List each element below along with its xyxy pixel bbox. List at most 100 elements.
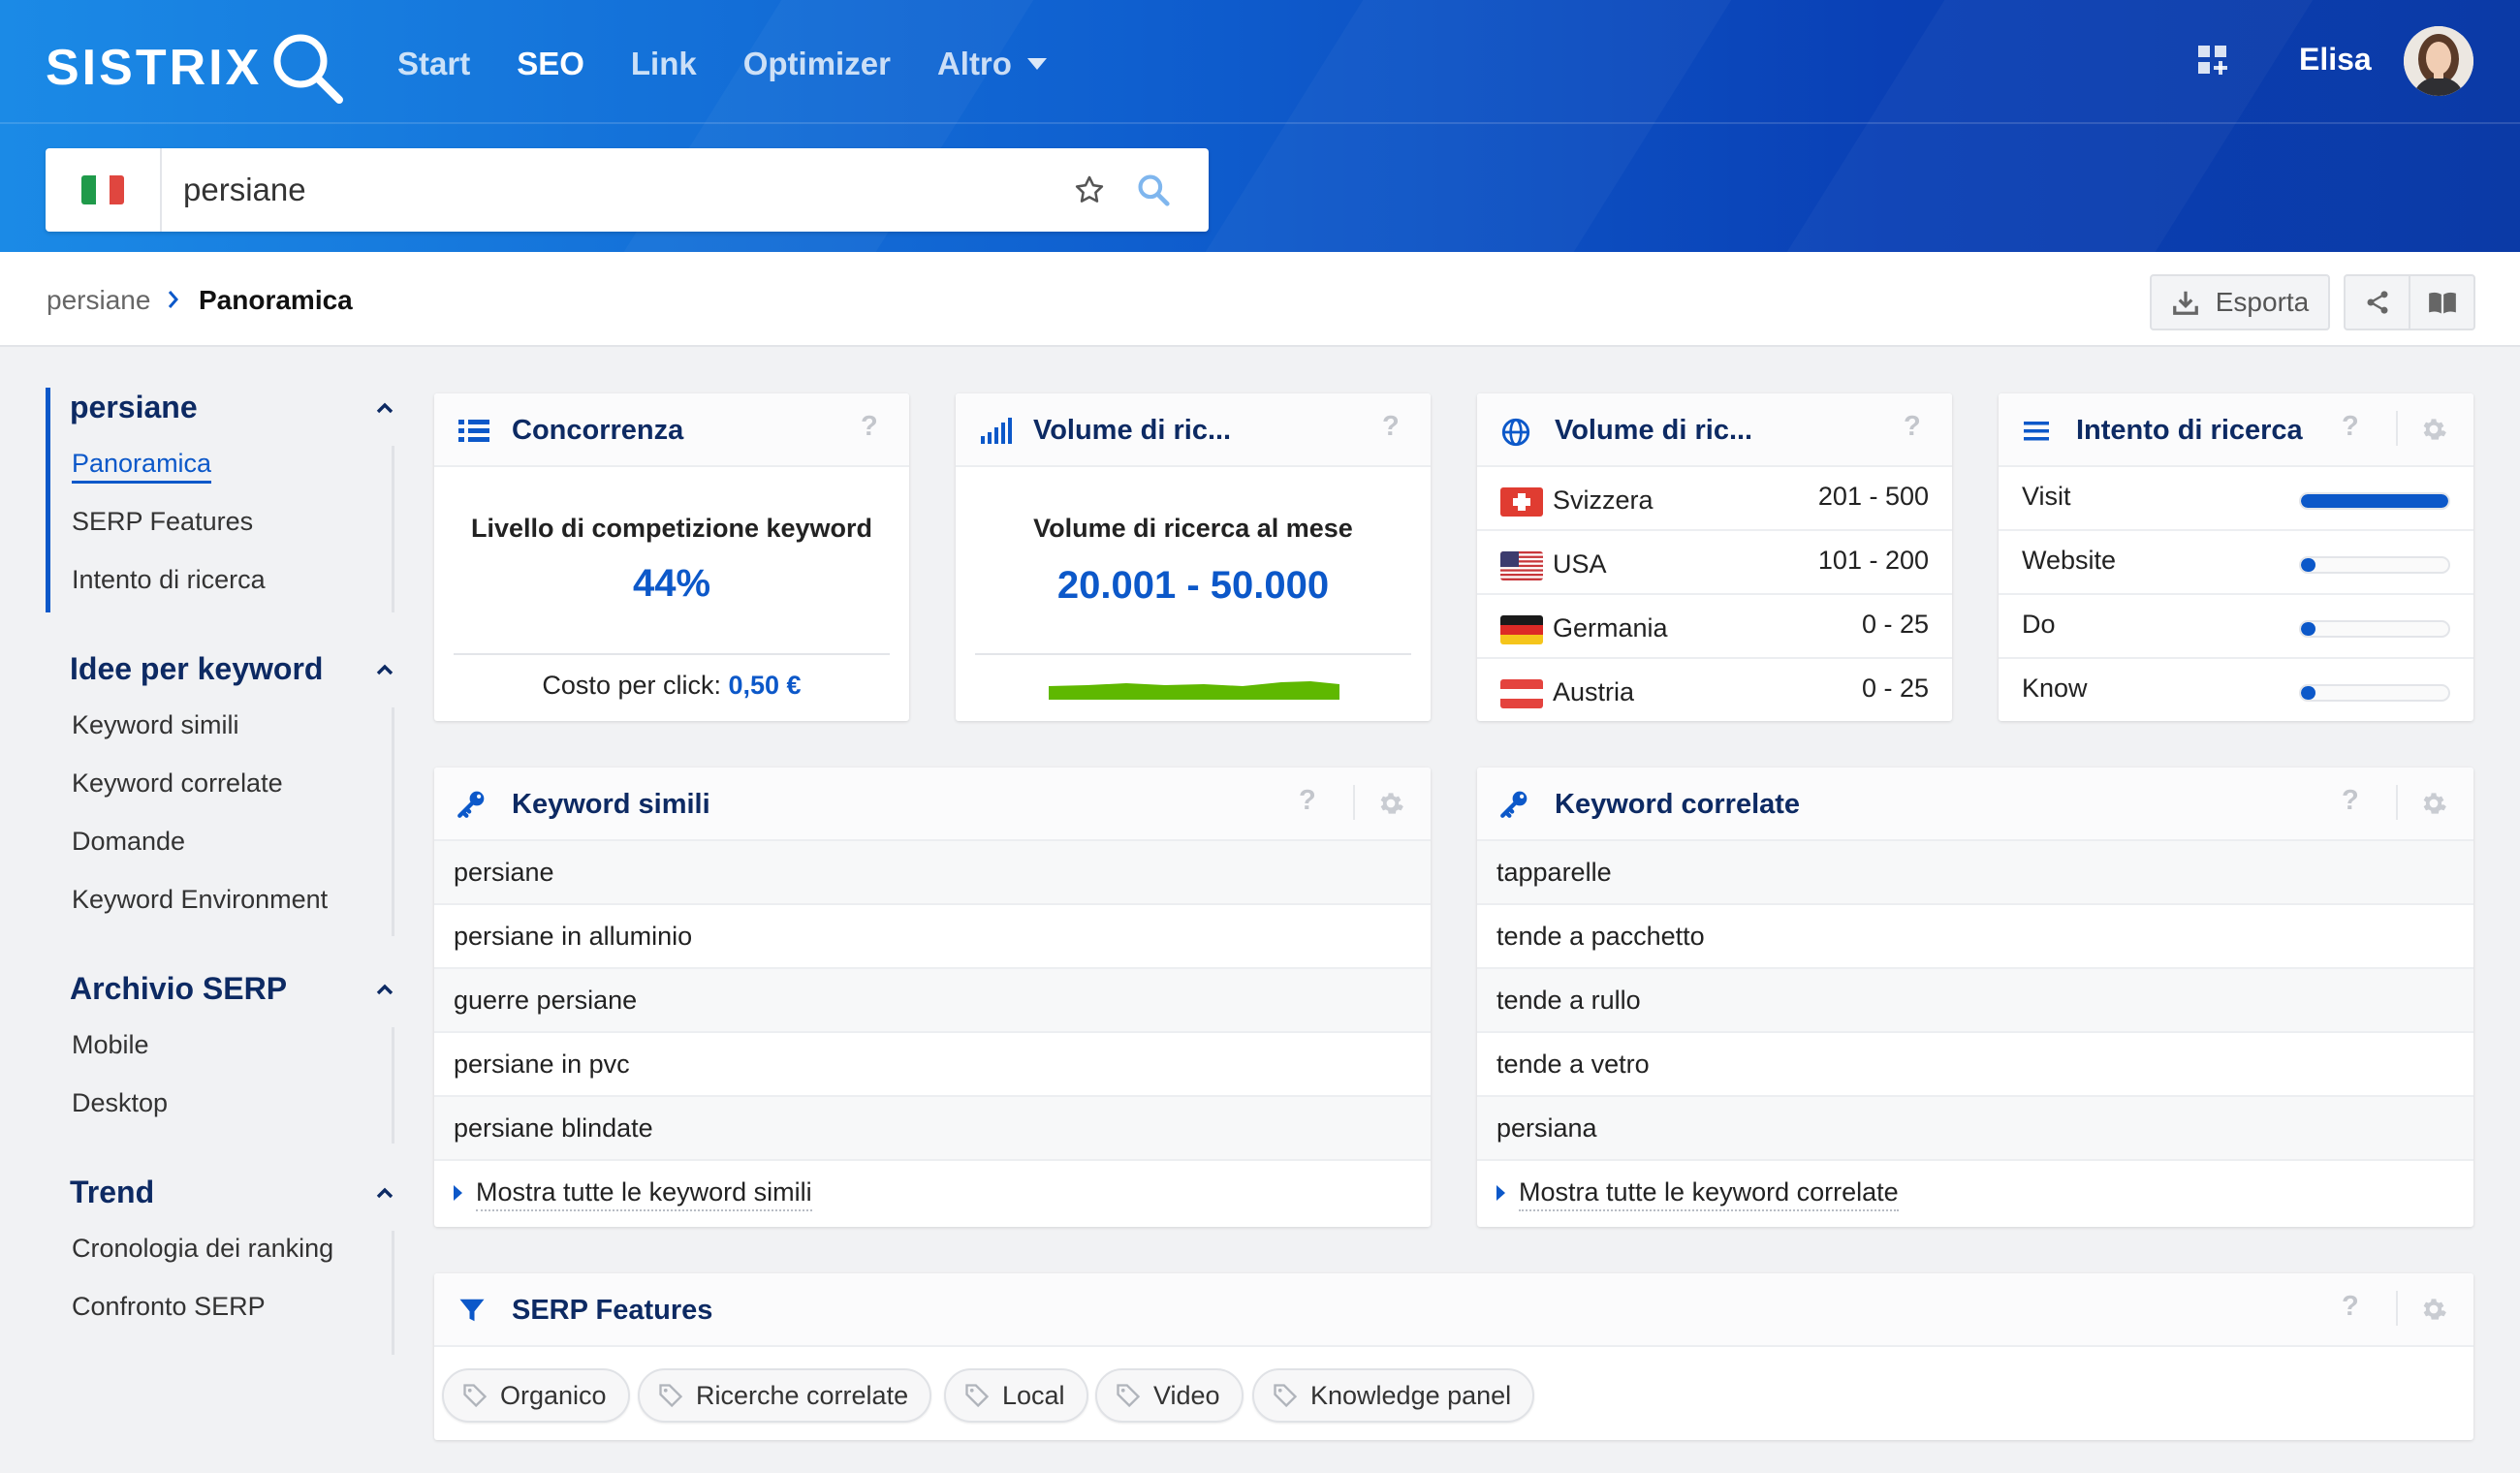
list-item[interactable]: tende a pacchetto xyxy=(1477,905,2473,969)
signal-bars-icon xyxy=(981,418,1012,444)
apps-grid-icon[interactable] xyxy=(2196,44,2229,77)
intent-bar xyxy=(2299,684,2450,702)
sidebar-section-title[interactable]: Trend xyxy=(70,1175,155,1209)
nav-link[interactable]: Link xyxy=(630,46,697,81)
caret-right-icon xyxy=(454,1185,462,1201)
help-icon[interactable]: ? xyxy=(1299,785,1316,816)
cpc-value: 0,50 € xyxy=(728,671,802,700)
chevron-up-icon[interactable] xyxy=(375,401,394,415)
serp-feature-chip-organico[interactable]: Organico xyxy=(442,1368,630,1423)
switzerland-flag-icon xyxy=(1500,487,1543,517)
sidebar-item-desktop[interactable]: Desktop xyxy=(72,1088,169,1117)
search-input[interactable] xyxy=(162,148,1073,232)
country-name: Germania xyxy=(1553,613,1668,642)
nav-altro[interactable]: Altro xyxy=(937,39,1047,89)
chevron-up-icon[interactable] xyxy=(375,663,394,676)
gear-icon[interactable] xyxy=(2419,1295,2448,1324)
top-navigation-bar: SISTRIX Start SEO Link Optimizer Altro E… xyxy=(0,0,2520,124)
list-item[interactable]: persiane in alluminio xyxy=(434,905,1431,969)
sidebar-item-cronologia[interactable]: Cronologia dei ranking xyxy=(72,1234,334,1263)
sidebar-item-keyword-correlate[interactable]: Keyword correlate xyxy=(72,768,283,798)
sidebar-section-title[interactable]: Idee per keyword xyxy=(70,651,324,686)
card-title: Volume di ric... xyxy=(1033,415,1232,446)
country-row: USA 101 - 200 xyxy=(1477,531,1952,595)
show-all-correlate-link[interactable]: Mostra tutte le keyword correlate xyxy=(1496,1175,1899,1211)
gear-icon[interactable] xyxy=(2419,789,2448,818)
cpc-text: Costo per click: 0,50 € xyxy=(434,671,909,701)
card-title: Keyword simili xyxy=(512,789,710,820)
serp-feature-chip-local[interactable]: Local xyxy=(944,1368,1088,1423)
gear-icon[interactable] xyxy=(1376,789,1405,818)
serp-feature-chip-ricerche-correlate[interactable]: Ricerche correlate xyxy=(638,1368,932,1423)
intent-bar-fill xyxy=(2301,558,2316,572)
breadcrumb-root[interactable]: persiane xyxy=(47,285,151,315)
gear-icon[interactable] xyxy=(2419,415,2448,444)
volume-trend-sparkline xyxy=(1049,681,1339,700)
help-icon[interactable]: ? xyxy=(2342,785,2359,816)
show-all-simili-link[interactable]: Mostra tutte le keyword simili xyxy=(454,1175,812,1211)
intent-bar-fill xyxy=(2301,494,2448,508)
sidebar-item-domande[interactable]: Domande xyxy=(72,827,186,856)
tag-icon xyxy=(463,1384,488,1408)
export-button[interactable]: Esporta xyxy=(2150,274,2330,330)
list-item[interactable]: persiane xyxy=(434,841,1431,905)
help-icon[interactable]: ? xyxy=(1382,411,1400,442)
sistrix-logo[interactable]: SISTRIX xyxy=(46,29,345,107)
list-item[interactable]: tende a rullo xyxy=(1477,969,2473,1033)
germany-flag-icon xyxy=(1500,615,1543,644)
download-icon xyxy=(2172,291,2198,315)
intent-bar xyxy=(2299,492,2450,510)
manual-button[interactable] xyxy=(2410,276,2473,329)
sidebar-item-keyword-environment[interactable]: Keyword Environment xyxy=(72,885,329,914)
competition-label: Livello di competizione keyword xyxy=(470,514,873,543)
serp-feature-chip-video[interactable]: Video xyxy=(1095,1368,1244,1423)
help-icon[interactable]: ? xyxy=(2342,411,2359,442)
card-title: Keyword correlate xyxy=(1555,789,1801,820)
sidebar-item-confronto-serp[interactable]: Confronto SERP xyxy=(72,1292,266,1321)
intent-label: Do xyxy=(2022,610,2056,639)
share-button[interactable] xyxy=(2346,276,2410,329)
sidebar-section-title[interactable]: Archivio SERP xyxy=(70,971,288,1006)
list-icon xyxy=(458,420,489,442)
austria-flag-icon xyxy=(1500,679,1543,708)
key-icon xyxy=(457,791,485,818)
tag-icon xyxy=(659,1384,683,1408)
help-icon[interactable]: ? xyxy=(2342,1291,2359,1322)
book-icon xyxy=(2428,292,2456,314)
card-title: Concorrenza xyxy=(512,415,684,446)
sidebar-section-archivio: Archivio SERP Mobile Desktop xyxy=(46,969,394,1153)
star-icon[interactable] xyxy=(1073,173,1106,206)
nav-start[interactable]: Start xyxy=(397,46,471,81)
chevron-up-icon[interactable] xyxy=(375,1186,394,1200)
list-item[interactable]: persiane in pvc xyxy=(434,1033,1431,1097)
chevron-up-icon[interactable] xyxy=(375,983,394,996)
sidebar-item-mobile[interactable]: Mobile xyxy=(72,1030,149,1059)
search-icon[interactable] xyxy=(1135,172,1172,208)
italy-flag-icon xyxy=(81,175,124,204)
card-title: Intento di ricerca xyxy=(2076,415,2303,446)
help-icon[interactable]: ? xyxy=(1904,411,1921,442)
user-name[interactable]: Elisa xyxy=(2299,42,2372,77)
list-item[interactable]: tapparelle xyxy=(1477,841,2473,905)
sidebar-item-panoramica[interactable]: Panoramica xyxy=(72,446,212,484)
list-item[interactable]: persiane blindate xyxy=(434,1097,1431,1161)
card-keyword-simili: Keyword simili ? persiane persiane in al… xyxy=(434,768,1431,1227)
avatar[interactable] xyxy=(2404,26,2473,96)
list-item[interactable]: tende a vetro xyxy=(1477,1033,2473,1097)
intent-label: Know xyxy=(2022,674,2088,703)
sidebar-item-keyword-simili[interactable]: Keyword simili xyxy=(72,710,239,739)
card-volume-countries: Volume di ric... ? Svizzera 201 - 500 US… xyxy=(1477,393,1952,721)
sidebar-item-intento[interactable]: Intento di ricerca xyxy=(72,565,266,594)
help-icon[interactable]: ? xyxy=(861,411,878,442)
country-volume: 101 - 200 xyxy=(1817,546,1929,575)
nav-seo[interactable]: SEO xyxy=(517,46,584,81)
sidebar-item-serp-features[interactable]: SERP Features xyxy=(72,507,254,536)
nav-optimizer[interactable]: Optimizer xyxy=(742,46,891,81)
list-item[interactable]: persiana xyxy=(1477,1097,2473,1161)
tag-icon xyxy=(965,1384,990,1408)
sidebar-section-title[interactable]: persiane xyxy=(70,390,198,424)
country-volume: 201 - 500 xyxy=(1817,482,1929,511)
country-selector[interactable] xyxy=(46,148,162,232)
serp-feature-chip-knowledge-panel[interactable]: Knowledge panel xyxy=(1252,1368,1535,1423)
list-item[interactable]: guerre persiane xyxy=(434,969,1431,1033)
